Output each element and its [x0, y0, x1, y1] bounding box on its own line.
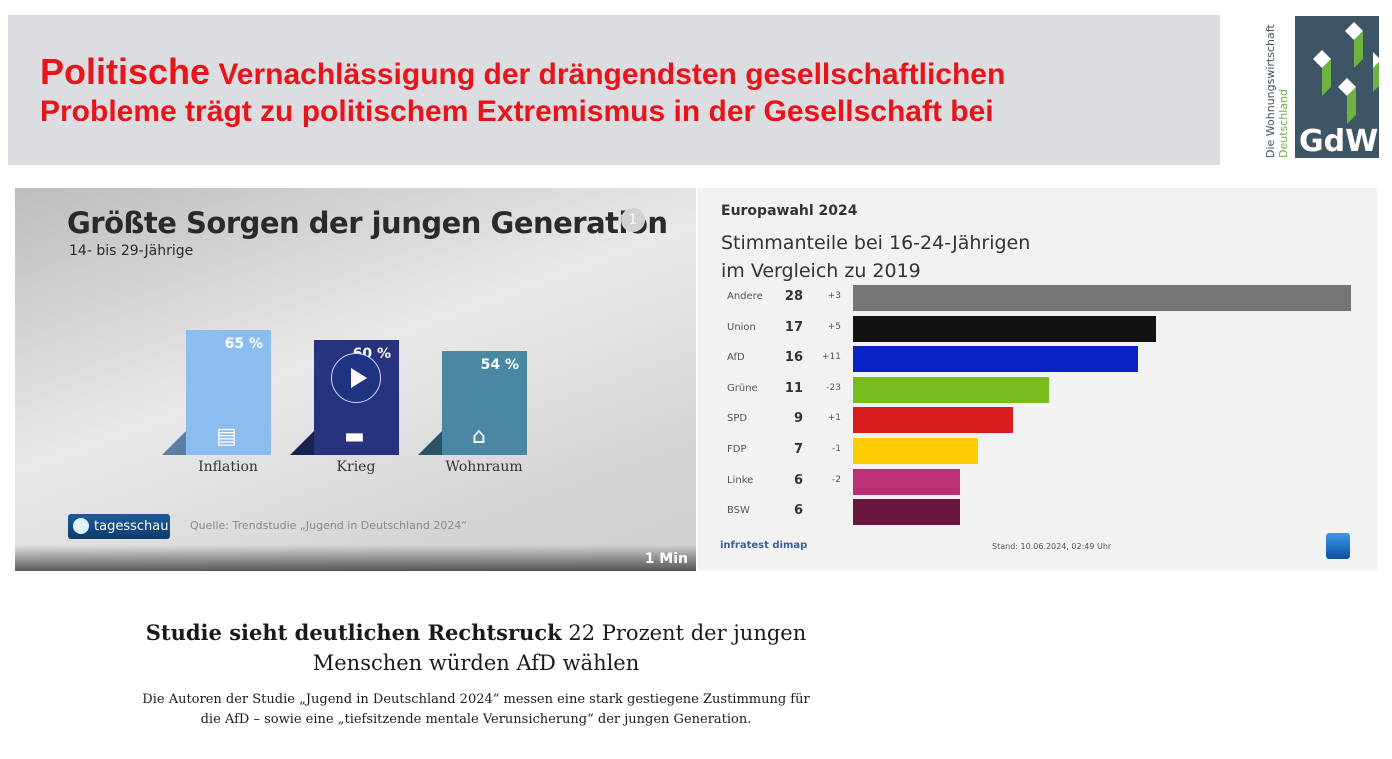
tank-icon: ▬ [344, 423, 365, 449]
party-name: Linke [727, 474, 754, 486]
tagesschau-logo: tagesschau [68, 514, 170, 539]
article-headline: Studie sieht deutlichen Rechtsruck 22 Pr… [140, 618, 812, 678]
party-bar [853, 315, 1156, 342]
chart-subtitle: Stimmanteile bei 16-24-Jährigen im Vergle… [721, 229, 1030, 285]
party-change: +5 [827, 321, 841, 332]
bar-shadow [290, 431, 314, 455]
source-note: Quelle: Trendstudie „Jugend in Deutschla… [190, 519, 468, 532]
category-label: Wohnraum [445, 459, 523, 475]
subtitle-line1: Stimmanteile bei 16-24-Jährigen [721, 232, 1031, 254]
party-change: -23 [826, 382, 841, 393]
party-change: -2 [832, 474, 841, 485]
chart-title: Größte Sorgen der jungen Generation [67, 206, 668, 240]
headline-rest: 22 Prozent der jungen Menschen würden Af… [312, 621, 807, 675]
party-name: Union [727, 321, 756, 333]
party-bar [853, 499, 960, 526]
category-label: Krieg [336, 459, 376, 475]
chart-title: Europawahl 2024 [721, 203, 858, 219]
party-value: 17 [784, 319, 803, 335]
bar-inflation: 65 % ▤ [186, 330, 271, 455]
timestamp: Stand: 10.06.2024, 02:49 Uhr [992, 542, 1112, 551]
party-name: SPD [727, 413, 748, 425]
party-value: 6 [793, 472, 803, 488]
party-value: 9 [793, 411, 803, 427]
party-bar [853, 407, 1014, 434]
party-change: +3 [827, 291, 841, 301]
category-label: Inflation [198, 459, 258, 475]
election-chart-panel: Europawahl 2024 Stimmanteile bei 16-24-J… [697, 188, 1377, 570]
party-name: FDP [727, 444, 747, 455]
svg-text:GdW: GdW [1299, 124, 1378, 159]
video-bottom-bar [15, 545, 696, 571]
party-value: 16 [784, 350, 803, 366]
party-change: +1 [827, 413, 841, 424]
party-name: Grüne [727, 382, 758, 394]
bar-shadow [162, 431, 186, 455]
subtitle-line2: im Vergleich zu 2019 [721, 260, 921, 282]
svg-text:Deutschland: Deutschland [1277, 89, 1290, 158]
bar-row-afd: AfD 16 +11 [697, 346, 1377, 373]
title-first-word: Politische [40, 51, 211, 92]
bar-row-union: Union 17 +5 [697, 315, 1377, 342]
bar-row-spd: SPD 9 +1 [697, 407, 1377, 434]
bar-value-label: 54 % [480, 357, 519, 374]
party-bar [853, 346, 1138, 373]
party-name: BSW [727, 505, 750, 517]
bar-wohnraum: 54 % ⌂ [442, 351, 527, 455]
svg-text:Die Wohnungswirtschaft: Die Wohnungswirtschaft [1264, 24, 1277, 158]
party-value: 6 [793, 503, 803, 519]
article-teaser[interactable]: Studie sieht deutlichen Rechtsruck 22 Pr… [140, 618, 812, 730]
party-value: 7 [793, 442, 803, 457]
party-name: AfD [727, 352, 745, 364]
tagesschau-icon [1326, 533, 1350, 559]
house-icon: ⌂ [472, 423, 486, 449]
money-icon: ▤ [216, 423, 237, 449]
party-bar [853, 376, 1049, 403]
party-bar [853, 285, 1352, 311]
slide-title-line1: Politische Vernachlässigung der drängend… [40, 51, 1005, 93]
article-body: Die Autoren der Studie „Jugend in Deutsc… [142, 692, 810, 727]
slide-title-line2: Probleme trägt zu politischem Extremismu… [40, 95, 994, 128]
headline-bold: Studie sieht deutlichen Rechtsruck [145, 620, 562, 645]
party-change: -1 [832, 444, 841, 454]
bar-row-bsw: BSW 6 [697, 499, 1377, 526]
bar-row-grüne: Grüne 11 -23 [697, 376, 1377, 403]
bar-value-label: 65 % [224, 336, 263, 353]
video-panel[interactable]: Größte Sorgen der jungen Generation 14- … [15, 188, 696, 571]
bar-row-andere: Andere 28 +3 [697, 285, 1377, 311]
bar-row-linke: Linke 6 -2 [697, 468, 1377, 495]
party-value: 11 [784, 380, 803, 396]
party-bar [853, 438, 978, 464]
infratest-dimap-logo: infratest dimap [720, 540, 808, 551]
party-value: 28 [784, 289, 803, 304]
party-bar [853, 468, 960, 495]
bar-row-fdp: FDP 7 -1 [697, 438, 1377, 464]
slide-header: Politische Vernachlässigung der drängend… [8, 15, 1220, 165]
ard-logo-icon: 1 [621, 208, 645, 232]
bar-shadow [418, 431, 442, 455]
party-change: +11 [822, 352, 841, 363]
gdw-logo: Die Wohnungswirtschaft Deutschland GdW [1262, 14, 1381, 160]
video-duration: 1 Min [644, 551, 688, 567]
play-button[interactable] [331, 353, 381, 403]
chart-subtitle: 14- bis 29-Jährige [69, 243, 194, 259]
title-rest: Vernachlässigung der drängendsten gesell… [218, 58, 1006, 91]
party-name: Andere [727, 291, 763, 302]
